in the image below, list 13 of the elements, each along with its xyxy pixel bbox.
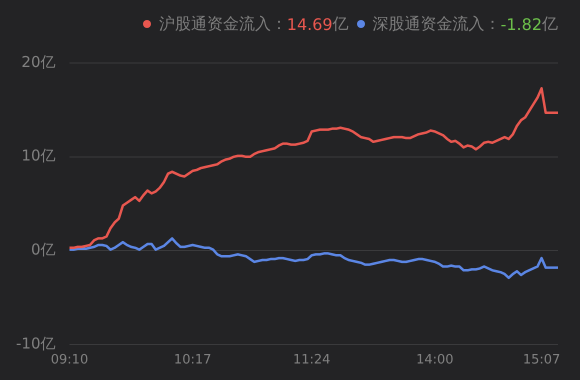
- x-tick-label: 11:24: [292, 352, 330, 368]
- text: 14.69亿: [286, 14, 349, 34]
- text: -1.82亿: [500, 14, 558, 34]
- x-tick-label: 14:00: [416, 352, 454, 368]
- x-tick-label: 10:17: [174, 352, 212, 368]
- legend-label: 沪股通资金流入：: [158, 14, 287, 34]
- y-tick-label: 0亿: [30, 240, 56, 258]
- y-tick-label: 20亿: [21, 52, 56, 71]
- y-tick-label: 10亿: [21, 146, 56, 165]
- y-tick-label: -10亿: [16, 334, 56, 352]
- legend-label: 深股通资金流入：: [372, 14, 501, 34]
- x-tick-label: 09:10: [50, 352, 88, 368]
- x-tick-label: 15:07: [522, 352, 560, 368]
